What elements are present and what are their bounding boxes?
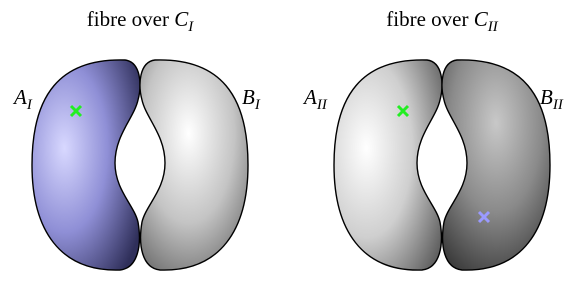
title-text: fibre over: [386, 7, 473, 31]
sheet-a: [334, 60, 442, 270]
curve-sub: I: [187, 19, 194, 35]
curve-sub: II: [487, 19, 499, 35]
label-sub: II: [316, 97, 328, 113]
label-b: BI: [242, 85, 261, 113]
label-sub: I: [254, 97, 261, 113]
panel: fibre over CI AI BI: [12, 7, 261, 270]
label-a: AII: [302, 85, 328, 113]
sheet-b: [140, 60, 248, 270]
title-text: fibre over: [87, 7, 174, 31]
label: B: [242, 85, 255, 109]
sheet-b: [442, 60, 550, 270]
label-a: AI: [12, 85, 33, 113]
panel-title: fibre over CII: [386, 7, 498, 35]
label: A: [302, 85, 317, 109]
label-sub: I: [26, 97, 33, 113]
diagram: fibre over CI AI BI fibre over CII AII B…: [0, 0, 574, 282]
curve-name: C: [474, 7, 489, 31]
sheet-a: [32, 60, 140, 270]
panel-title: fibre over CI: [87, 7, 194, 35]
label: B: [540, 85, 553, 109]
curve-name: C: [174, 7, 189, 31]
label-sub: II: [552, 97, 564, 113]
panel: fibre over CII AII BII: [302, 7, 564, 270]
label: A: [12, 85, 27, 109]
label-b: BII: [540, 85, 564, 113]
